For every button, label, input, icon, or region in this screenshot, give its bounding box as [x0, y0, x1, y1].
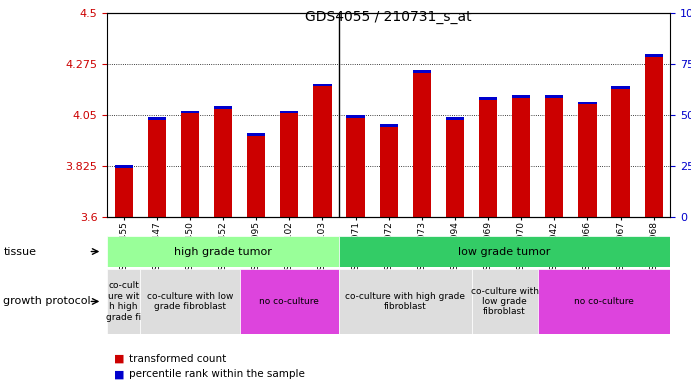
- Text: no co-culture: no co-culture: [574, 297, 634, 306]
- Bar: [247, 133, 265, 136]
- Bar: [446, 118, 464, 217]
- Bar: [115, 165, 133, 217]
- Text: growth protocol: growth protocol: [3, 296, 91, 306]
- Bar: [645, 54, 663, 57]
- Text: low grade tumor: low grade tumor: [458, 247, 551, 257]
- Bar: [479, 97, 498, 100]
- Text: co-culture with high grade
fibroblast: co-culture with high grade fibroblast: [346, 292, 465, 311]
- Text: ■: ■: [114, 369, 124, 379]
- Bar: [379, 124, 398, 127]
- Bar: [339, 269, 471, 334]
- Bar: [140, 269, 240, 334]
- Bar: [107, 269, 140, 334]
- Bar: [512, 95, 530, 217]
- Bar: [214, 106, 232, 109]
- Bar: [545, 95, 563, 98]
- Bar: [645, 54, 663, 217]
- Bar: [612, 86, 630, 217]
- Bar: [148, 118, 166, 120]
- Bar: [339, 236, 670, 267]
- Bar: [512, 95, 530, 98]
- Bar: [413, 70, 431, 217]
- Bar: [181, 111, 199, 113]
- Bar: [346, 115, 365, 118]
- Text: co-culture with
low grade
fibroblast: co-culture with low grade fibroblast: [471, 286, 538, 316]
- Bar: [446, 118, 464, 120]
- Bar: [107, 236, 339, 267]
- Bar: [313, 84, 332, 217]
- Bar: [115, 165, 133, 168]
- Text: transformed count: transformed count: [129, 354, 227, 364]
- Text: ■: ■: [114, 354, 124, 364]
- Text: co-culture with low
grade fibroblast: co-culture with low grade fibroblast: [146, 292, 233, 311]
- Bar: [280, 111, 299, 217]
- Text: GDS4055 / 210731_s_at: GDS4055 / 210731_s_at: [305, 10, 472, 23]
- Bar: [148, 118, 166, 217]
- Bar: [214, 106, 232, 217]
- Bar: [379, 124, 398, 217]
- Bar: [313, 84, 332, 86]
- Bar: [578, 102, 596, 217]
- Bar: [181, 111, 199, 217]
- Text: tissue: tissue: [3, 247, 37, 257]
- Bar: [280, 111, 299, 113]
- Bar: [612, 86, 630, 89]
- Bar: [578, 102, 596, 104]
- Bar: [240, 269, 339, 334]
- Text: percentile rank within the sample: percentile rank within the sample: [129, 369, 305, 379]
- Text: high grade tumor: high grade tumor: [174, 247, 272, 257]
- Bar: [346, 115, 365, 217]
- Bar: [538, 269, 670, 334]
- Bar: [413, 70, 431, 73]
- Bar: [479, 97, 498, 217]
- Text: no co-culture: no co-culture: [259, 297, 319, 306]
- Bar: [545, 95, 563, 217]
- Text: co-cult
ure wit
h high
grade fi: co-cult ure wit h high grade fi: [106, 281, 141, 321]
- Bar: [247, 133, 265, 217]
- Bar: [471, 269, 538, 334]
